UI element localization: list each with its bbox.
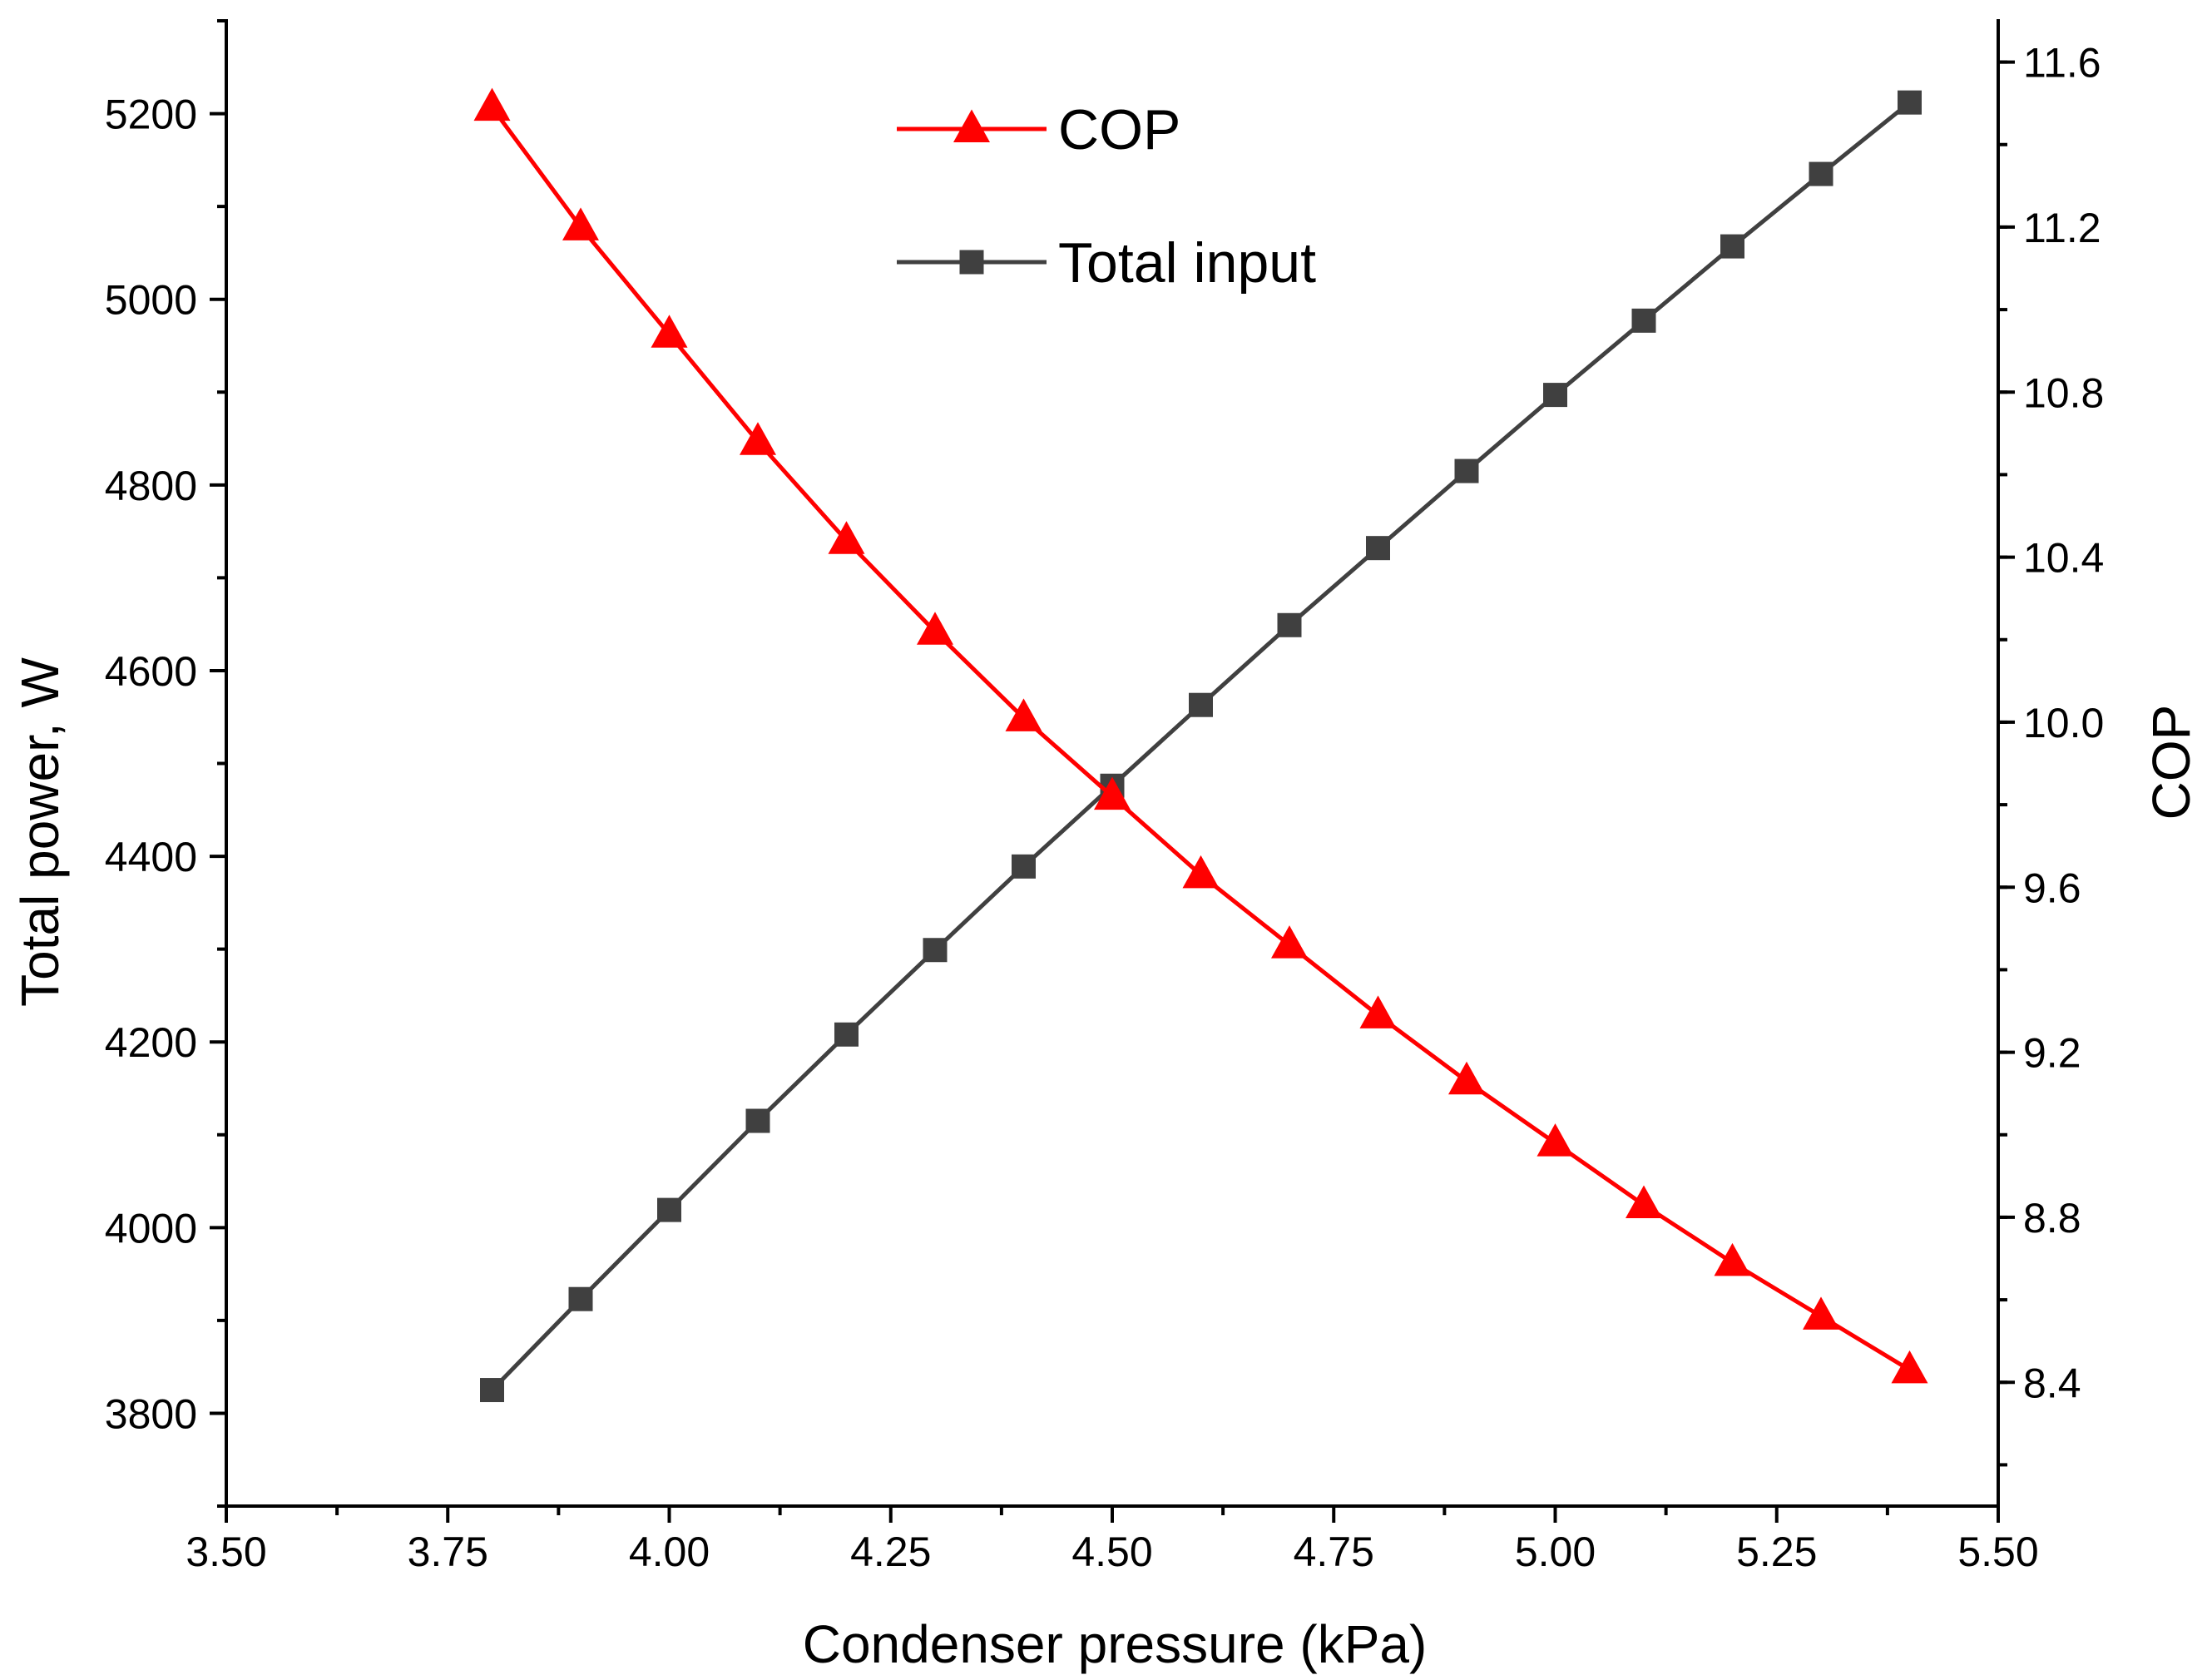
y-right-tick-label: 10.8 bbox=[2023, 369, 2104, 416]
data-point bbox=[1189, 692, 1213, 717]
y-left-tick-label: 5000 bbox=[105, 277, 197, 324]
series-layer bbox=[473, 87, 1928, 1403]
y-left-tick-label: 4200 bbox=[105, 1019, 197, 1066]
y-right-tick-label: 8.8 bbox=[2023, 1195, 2081, 1241]
data-point bbox=[1012, 854, 1036, 879]
data-point bbox=[1366, 536, 1390, 561]
legend-label: COP bbox=[1058, 98, 1180, 161]
y-right-tick-label: 11.6 bbox=[2023, 40, 2101, 87]
data-point bbox=[473, 87, 511, 121]
y-right-axis-title: COP bbox=[2141, 705, 2201, 820]
y-right-tick-label: 8.4 bbox=[2023, 1360, 2081, 1406]
data-point bbox=[562, 207, 599, 240]
data-point bbox=[480, 1378, 504, 1403]
data-point bbox=[1809, 161, 1833, 186]
data-point bbox=[834, 1022, 859, 1047]
data-point bbox=[1277, 612, 1302, 637]
legend-marker bbox=[953, 109, 990, 142]
data-point bbox=[828, 521, 865, 554]
legend-marker bbox=[959, 250, 984, 275]
data-point bbox=[1891, 1350, 1928, 1384]
y-right-axis-ticks: 8.4 8.8 9.2 9.6 10.0 10.4 10.8 11.2 11.6 bbox=[1998, 40, 2104, 1467]
data-point bbox=[1182, 855, 1220, 889]
series-total-input bbox=[480, 90, 1922, 1403]
y-left-axis-ticks: 3800 4000 4200 4400 4600 4800 5000 5200 bbox=[105, 19, 226, 1508]
y-left-tick-label: 3800 bbox=[105, 1390, 197, 1437]
data-point bbox=[1005, 698, 1042, 731]
data-point bbox=[568, 1286, 593, 1311]
data-point bbox=[657, 1197, 681, 1222]
y-left-axis-title: Total power, W bbox=[10, 657, 70, 1007]
y-right-tick-label: 10.0 bbox=[2023, 700, 2104, 746]
legend: COP Total input bbox=[897, 98, 1316, 295]
y-left-tick-label: 5200 bbox=[105, 92, 197, 138]
y-left-tick-label: 4600 bbox=[105, 648, 197, 695]
data-point bbox=[1626, 1185, 1662, 1219]
data-point bbox=[1720, 234, 1744, 259]
x-tick-label: 4.50 bbox=[1071, 1529, 1152, 1575]
data-point bbox=[1454, 458, 1479, 483]
legend-label: Total input bbox=[1058, 231, 1316, 295]
data-point bbox=[917, 612, 953, 645]
data-point bbox=[1094, 776, 1131, 810]
y-right-tick-label: 11.2 bbox=[2023, 205, 2101, 251]
data-point bbox=[1359, 995, 1397, 1028]
x-tick-label: 3.50 bbox=[186, 1529, 266, 1575]
x-tick-label: 5.25 bbox=[1736, 1529, 1817, 1575]
data-point bbox=[1271, 925, 1308, 959]
data-point bbox=[1543, 383, 1567, 408]
data-point bbox=[1803, 1296, 1839, 1330]
x-axis-title: Condenser pressure (kPa) bbox=[803, 1614, 1428, 1674]
data-point bbox=[651, 315, 688, 348]
y-left-tick-label: 4000 bbox=[105, 1205, 197, 1251]
legend-item-cop: COP bbox=[897, 98, 1180, 161]
data-point bbox=[1537, 1123, 1574, 1157]
y-left-tick-label: 4400 bbox=[105, 834, 197, 880]
data-point bbox=[1448, 1061, 1485, 1095]
data-point bbox=[745, 1108, 770, 1133]
x-tick-label: 5.00 bbox=[1515, 1529, 1596, 1575]
x-tick-label: 4.25 bbox=[850, 1529, 931, 1575]
series-cop bbox=[473, 87, 1928, 1384]
data-point bbox=[1898, 90, 1922, 115]
data-point bbox=[740, 422, 776, 455]
data-point bbox=[1631, 308, 1656, 333]
x-tick-label: 4.00 bbox=[629, 1529, 710, 1575]
x-tick-label: 5.50 bbox=[1957, 1529, 2038, 1575]
data-point bbox=[1714, 1242, 1751, 1276]
y-right-tick-label: 9.2 bbox=[2023, 1030, 2081, 1077]
y-right-tick-label: 9.6 bbox=[2023, 865, 2081, 911]
legend-item-total-input: Total input bbox=[897, 231, 1316, 295]
data-point bbox=[923, 938, 948, 963]
y-left-tick-label: 4800 bbox=[105, 463, 197, 509]
x-tick-label: 3.75 bbox=[408, 1529, 488, 1575]
y-right-tick-label: 10.4 bbox=[2023, 535, 2104, 582]
x-axis-ticks: 3.50 3.75 4.00 4.25 4.50 4.75 5.00 5.25 5.50 bbox=[186, 1506, 2039, 1575]
x-tick-label: 4.75 bbox=[1294, 1529, 1374, 1575]
